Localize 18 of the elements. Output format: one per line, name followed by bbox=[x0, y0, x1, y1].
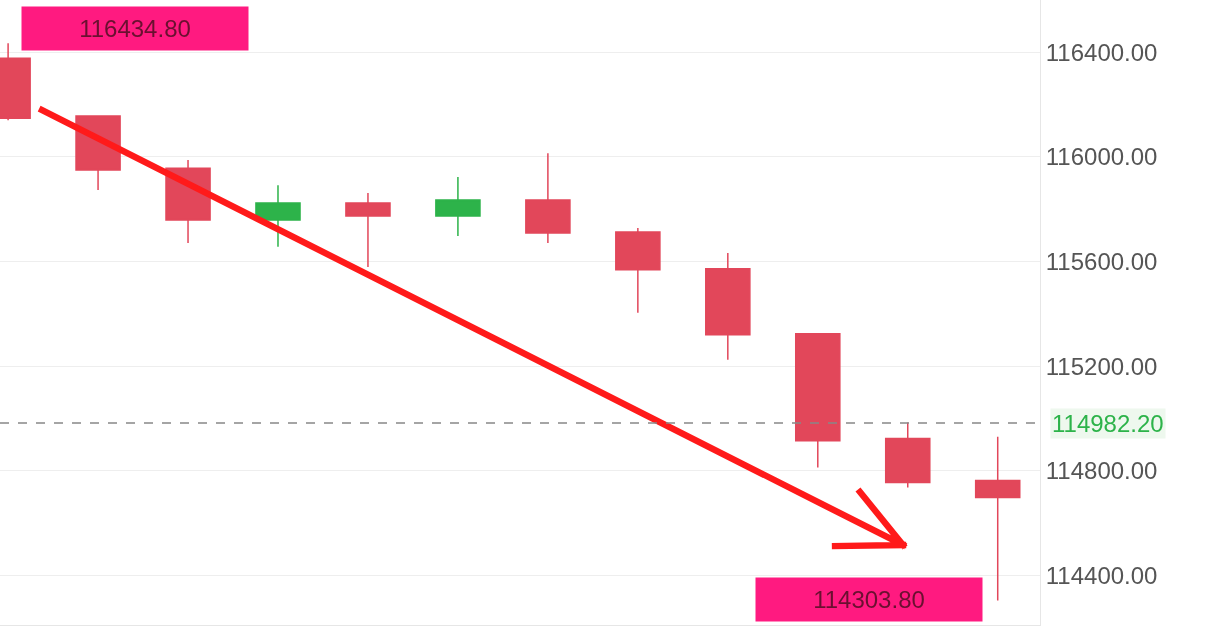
y-tick-label: 116400.00 bbox=[1045, 38, 1158, 66]
candlestick bbox=[345, 192, 391, 268]
candlestick bbox=[615, 227, 661, 314]
y-tick-label: 114400.00 bbox=[1045, 561, 1158, 589]
candlestick bbox=[705, 252, 751, 361]
candlestick bbox=[794, 332, 841, 469]
candlestick bbox=[974, 435, 1021, 602]
candlestick bbox=[525, 152, 571, 244]
annotation: 116434.80 bbox=[79, 15, 191, 42]
candlestick bbox=[435, 176, 481, 237]
y-tick-label: 115600.00 bbox=[1045, 247, 1158, 275]
ref-line-label: 114982.20 bbox=[1052, 410, 1164, 437]
y-tick-label: 116000.00 bbox=[1045, 143, 1158, 171]
y-tick-label: 115200.00 bbox=[1045, 352, 1158, 380]
y-tick-label: 114800.00 bbox=[1045, 457, 1158, 485]
annotation: 114303.80 bbox=[813, 586, 925, 613]
candlestick bbox=[255, 184, 301, 248]
candlestick bbox=[884, 421, 931, 489]
